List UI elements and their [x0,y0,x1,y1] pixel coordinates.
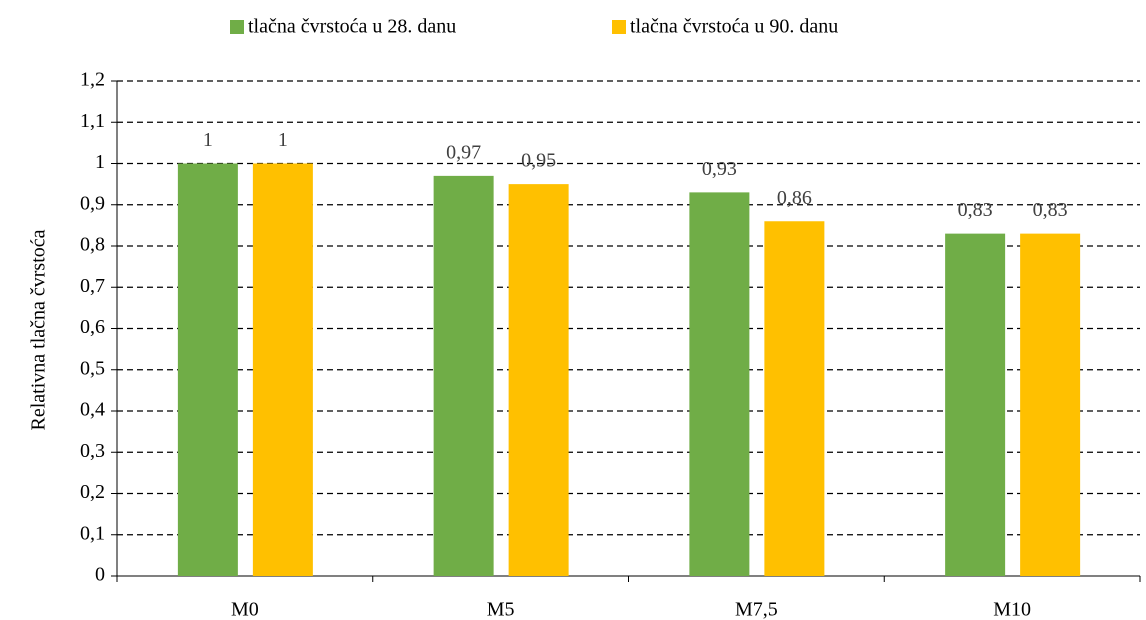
data-label: 0,86 [777,187,812,209]
bar [508,184,569,576]
y-tick-label: 0,2 [80,481,105,503]
y-tick-label: 0,7 [80,275,105,297]
bar [433,175,494,576]
y-tick-label: 0,8 [80,234,105,256]
x-tick-label: M5 [487,599,515,620]
y-tick-label: 0,9 [80,192,105,214]
y-tick-label: 0,5 [80,357,105,379]
bar [945,233,1006,576]
y-tick-label: 0,6 [80,316,105,338]
y-tick-label: 0,4 [80,399,105,421]
data-label: 0,83 [1033,199,1068,221]
bar [689,192,750,576]
y-tick-label: 1,2 [80,69,105,91]
bar [252,163,313,576]
bar [764,221,825,576]
y-tick-label: 1 [95,151,105,173]
bar [177,163,238,576]
data-label: 0,93 [702,158,737,180]
legend-swatch [612,20,626,34]
data-label: 0,83 [958,199,993,221]
legend-label: tlačna čvrstoća u 90. danu [630,16,838,38]
y-axis-label: Relativna tlačna čvrstoća [28,229,50,430]
x-tick-label: M7,5 [735,599,778,620]
y-tick-label: 0 [95,564,105,586]
y-tick-label: 1,1 [80,110,105,132]
data-label: 0,95 [521,150,556,172]
data-label: 1 [278,129,288,151]
x-tick-label: M0 [231,599,259,620]
legend-swatch [230,20,244,34]
data-label: 0,97 [446,141,481,163]
y-tick-label: 0,1 [80,522,105,544]
x-tick-label: M10 [993,599,1031,620]
data-label: 1 [203,129,213,151]
bar [1020,233,1081,576]
y-tick-label: 0,3 [80,440,105,462]
legend-label: tlačna čvrstoća u 28. danu [248,16,456,38]
